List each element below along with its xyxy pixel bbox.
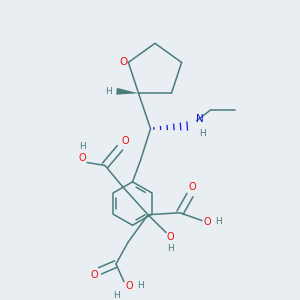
Text: N: N [196, 114, 203, 124]
Text: O: O [203, 217, 211, 226]
Polygon shape [116, 88, 139, 95]
Text: H: H [199, 129, 206, 138]
Text: H: H [214, 217, 221, 226]
Text: H: H [136, 281, 143, 290]
Text: H: H [167, 244, 173, 253]
Text: H: H [112, 291, 119, 300]
Text: O: O [125, 281, 133, 291]
Text: O: O [78, 153, 86, 163]
Text: H: H [105, 87, 112, 96]
Text: O: O [188, 182, 196, 192]
Text: O: O [166, 232, 174, 242]
Text: O: O [121, 136, 129, 146]
Text: O: O [90, 270, 98, 280]
Text: O: O [119, 57, 128, 68]
Text: H: H [79, 142, 86, 151]
